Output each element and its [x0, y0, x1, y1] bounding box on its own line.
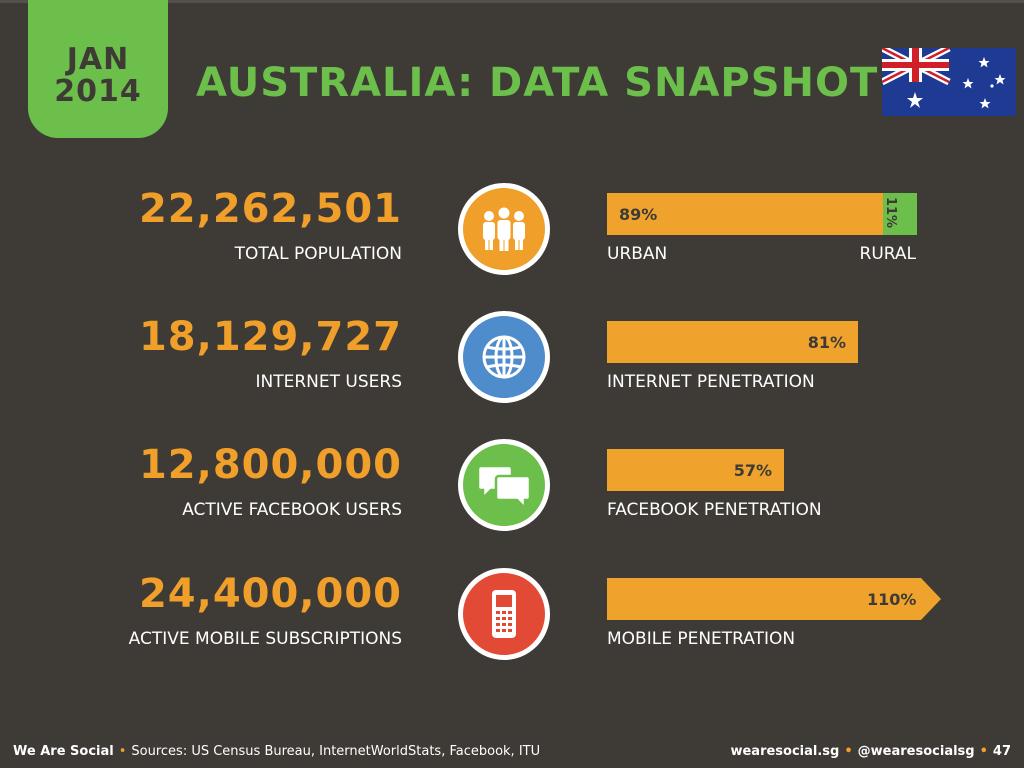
footer-sources: We Are Social • Sources: US Census Bureau,…: [13, 744, 541, 759]
mobile-phone-icon: [458, 568, 550, 660]
internet-penetration-bar: 81%: [607, 321, 858, 363]
chat-bubbles-icon: [458, 439, 550, 531]
footer-website[interactable]: wearesocial.sg: [730, 744, 840, 759]
facebook-penetration-label: FACEBOOK PENETRATION: [607, 500, 822, 520]
internet-users-value: 18,129,727: [138, 314, 402, 360]
internet-users-label: INTERNET USERS: [255, 372, 403, 392]
rural-label: RURAL: [859, 244, 916, 264]
urban-label: URBAN: [607, 244, 668, 264]
internet-penetration-label: INTERNET PENETRATION: [607, 372, 815, 392]
footer-page-number: 47: [992, 744, 1011, 759]
mobile-subscriptions-label: ACTIVE MOBILE SUBSCRIPTIONS: [128, 629, 402, 649]
people-icon: [458, 183, 550, 275]
date-badge: JAN 2014: [28, 0, 168, 138]
urban-bar: 89% 11%: [607, 193, 917, 235]
globe-icon: [458, 311, 550, 403]
footer-sources-text: Sources: US Census Bureau, InternetWorld…: [131, 744, 541, 759]
footer-credits: wearesocial.sg • @wearesocialsg • 47: [730, 744, 1011, 759]
mobile-row: 24,400,000 ACTIVE MOBILE SUBSCRIPTIONS 1…: [0, 568, 1024, 681]
internet-row: 18,129,727 INTERNET USERS 81% INTERNET P…: [0, 311, 1024, 424]
date-year: 2014: [54, 74, 142, 109]
facebook-penetration-bar: 57%: [607, 449, 784, 491]
page-title: AUSTRALIA: DATA SNAPSHOT: [196, 60, 879, 106]
date-month: JAN: [66, 42, 130, 77]
mobile-penetration-percent: 110%: [867, 590, 917, 609]
facebook-row: 12,800,000 ACTIVE FACEBOOK USERS 57% FAC…: [0, 439, 1024, 552]
urban-percent: 89%: [619, 205, 658, 224]
facebook-users-value: 12,800,000: [138, 442, 402, 488]
footer-brand: We Are Social: [13, 744, 114, 759]
rural-percent: 11%: [883, 196, 899, 229]
facebook-users-label: ACTIVE FACEBOOK USERS: [182, 500, 402, 520]
total-population-label: TOTAL POPULATION: [234, 244, 402, 264]
internet-penetration-percent: 81%: [807, 333, 846, 352]
footer-handle[interactable]: @wearesocialsg: [857, 744, 975, 759]
population-row: 22,262,501 TOTAL POPULATION 89% 11% URBA…: [0, 183, 1024, 296]
top-divider: [0, 0, 1024, 3]
mobile-penetration-bar: [607, 578, 941, 620]
mobile-penetration-label: MOBILE PENETRATION: [607, 629, 796, 649]
australia-flag-icon: [882, 48, 1016, 116]
urban-segment: 89%: [607, 193, 883, 235]
rural-segment: 11%: [883, 193, 917, 235]
total-population-value: 22,262,501: [138, 186, 402, 232]
facebook-penetration-percent: 57%: [733, 461, 772, 480]
mobile-subscriptions-value: 24,400,000: [138, 571, 402, 617]
